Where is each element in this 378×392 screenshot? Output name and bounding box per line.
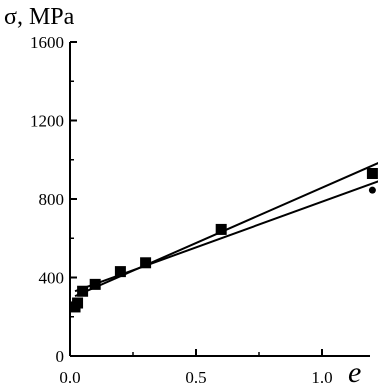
y-tick-label: 400 (39, 269, 65, 288)
fit-lines (74, 162, 378, 298)
square-point (77, 285, 89, 297)
square-point (215, 223, 227, 235)
square-point (89, 278, 101, 290)
square-point (140, 257, 152, 269)
circle-point (368, 186, 376, 194)
y-axis-title: σ, MPa (4, 4, 75, 30)
fit-line-2 (74, 180, 378, 293)
square-point (72, 297, 84, 309)
y-tick-label: 1600 (30, 33, 64, 52)
fit-line-1 (74, 162, 378, 298)
x-tick-label: 0.0 (59, 368, 80, 387)
axes (69, 42, 370, 357)
x-tick-label: 1.0 (311, 368, 332, 387)
data-points (69, 167, 378, 313)
x-axis-title: e (348, 356, 361, 389)
square-point (366, 167, 378, 179)
y-tick-label: 800 (39, 190, 65, 209)
x-tick-label: 0.5 (185, 368, 206, 387)
y-tick-label: 1200 (30, 112, 64, 131)
y-tick-label: 0 (56, 347, 65, 366)
square-point (114, 266, 126, 278)
